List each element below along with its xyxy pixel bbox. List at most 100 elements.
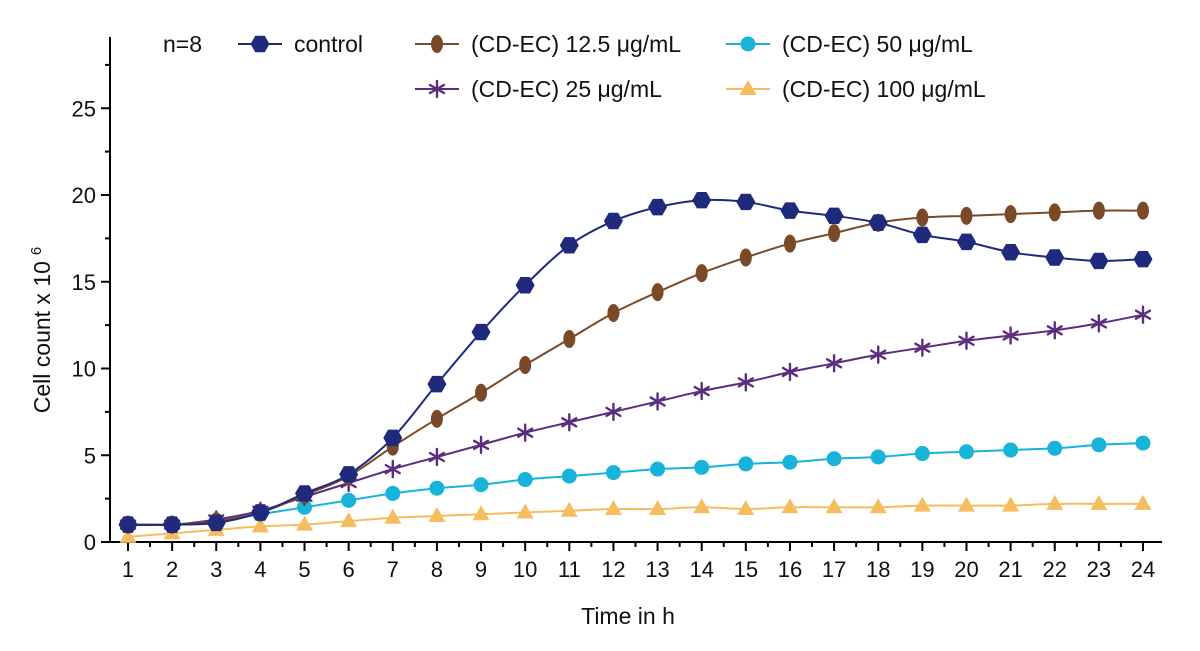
hexagon-marker-shape — [736, 193, 756, 211]
hexagon-marker-shape — [1045, 249, 1065, 266]
data-point-series-2 — [561, 413, 578, 432]
triangle-marker-shape — [1046, 494, 1064, 510]
data-point-series-3 — [1003, 442, 1019, 458]
data-point-series-3 — [650, 461, 666, 477]
data-point-series-0 — [912, 226, 932, 244]
x-tick-label: 23 — [1087, 557, 1111, 582]
triangle-marker-shape — [251, 517, 269, 533]
triangle-marker-shape — [340, 512, 358, 528]
triangle-marker-shape — [384, 508, 402, 524]
hexagon-marker-shape — [956, 233, 976, 251]
data-point-series-1 — [519, 356, 532, 375]
triangle-marker-shape — [1134, 494, 1152, 510]
hexagon-marker-shape — [427, 375, 447, 393]
ellipse-marker-shape — [563, 330, 576, 349]
triangle-marker-shape — [693, 498, 711, 514]
ellipse-marker-shape — [1004, 205, 1017, 224]
circle-marker-shape — [561, 468, 577, 484]
asterisk-marker-stroke — [825, 358, 843, 369]
data-point-series-2 — [384, 459, 401, 479]
data-point-series-1 — [563, 330, 576, 349]
hexagon-marker-shape — [868, 214, 888, 231]
hexagon-marker-shape — [648, 198, 668, 216]
data-point-series-4 — [428, 506, 446, 522]
asterisk-marker-stroke — [472, 439, 490, 451]
y-axis-title-exponent: 6 — [28, 247, 45, 255]
data-point-series-0 — [1045, 249, 1065, 266]
ellipse-marker-shape — [783, 234, 796, 253]
data-point-series-2 — [472, 435, 490, 455]
circle-marker-shape — [870, 449, 886, 465]
data-point-series-0 — [868, 214, 888, 231]
data-point-series-4 — [604, 500, 622, 516]
legend-item-4: (CD-EC) 100 μg/mL — [726, 76, 986, 102]
data-point-series-0 — [1089, 252, 1109, 270]
data-point-series-4 — [516, 503, 534, 519]
data-point-series-3 — [385, 485, 401, 501]
data-point-series-4 — [1002, 496, 1020, 512]
data-point-series-2 — [428, 447, 446, 467]
y-tick-label: 15 — [72, 270, 96, 295]
data-point-series-1 — [430, 409, 443, 428]
data-point-series-0 — [956, 233, 976, 251]
data-point-series-2 — [605, 402, 622, 422]
asterisk-marker-stroke — [1090, 318, 1108, 329]
triangle-marker-shape — [119, 527, 137, 543]
data-point-series-0 — [383, 429, 403, 447]
x-tick-label: 9 — [475, 557, 487, 582]
data-point-series-0 — [603, 212, 623, 230]
data-point-series-3 — [1091, 437, 1107, 453]
data-point-series-2 — [649, 392, 666, 411]
asterisk-marker-stroke — [561, 417, 578, 428]
data-point-series-4 — [825, 498, 843, 514]
legend-label: (CD-EC) 12.5 μg/mL — [471, 31, 681, 57]
ellipse-marker-shape — [828, 224, 841, 243]
ellipse-marker-shape — [430, 409, 443, 428]
data-point-series-2 — [781, 362, 799, 382]
series-line-4 — [127, 502, 1143, 538]
circle-marker-shape — [605, 465, 621, 481]
data-point-series-3 — [517, 472, 533, 488]
x-tick-label: 3 — [210, 557, 222, 582]
circle-marker-shape — [1047, 440, 1063, 456]
circle-marker-shape — [738, 456, 754, 472]
legend-label: control — [294, 31, 363, 57]
legend-marker — [431, 35, 443, 53]
legend: control (CD-EC) 12.5 μg/mL (CD-EC) 25 μg/m… — [238, 31, 986, 102]
data-point-series-0 — [471, 323, 491, 341]
asterisk-marker-stroke — [1046, 325, 1063, 336]
x-axis-title: Time in h — [581, 603, 675, 629]
hexagon-marker-shape — [295, 485, 315, 502]
data-point-series-4 — [119, 527, 137, 543]
data-point-series-3 — [782, 454, 798, 470]
legend-marker — [428, 79, 446, 99]
hexagon-marker-shape — [780, 202, 800, 219]
ellipse-marker-shape — [519, 356, 532, 375]
data-point-series-2 — [914, 338, 931, 357]
x-tick-label: 22 — [1042, 557, 1066, 582]
y-tick-label: 0 — [84, 530, 96, 555]
legend-item-0: control — [238, 31, 363, 57]
hexagon-marker-shape — [250, 35, 270, 53]
data-point-series-4 — [737, 500, 755, 516]
data-point-series-0 — [515, 276, 535, 294]
ellipse-marker-shape — [431, 35, 443, 53]
data-point-series-3 — [605, 465, 621, 481]
data-point-series-2 — [1002, 326, 1019, 345]
x-tick-label: 24 — [1131, 557, 1155, 582]
data-point-series-0 — [692, 191, 712, 209]
data-point-series-4 — [693, 498, 711, 514]
data-point-series-2 — [1046, 321, 1063, 340]
legend-marker — [739, 80, 757, 95]
ellipse-marker-shape — [475, 383, 488, 402]
data-point-series-1 — [695, 264, 708, 283]
data-point-series-2 — [958, 331, 975, 350]
circle-marker-shape — [1135, 435, 1151, 451]
x-tick-label: 15 — [734, 557, 758, 582]
data-point-series-4 — [649, 500, 667, 516]
ellipse-marker-shape — [1137, 201, 1149, 220]
data-point-series-2 — [870, 345, 887, 364]
x-tick-label: 13 — [645, 557, 669, 582]
